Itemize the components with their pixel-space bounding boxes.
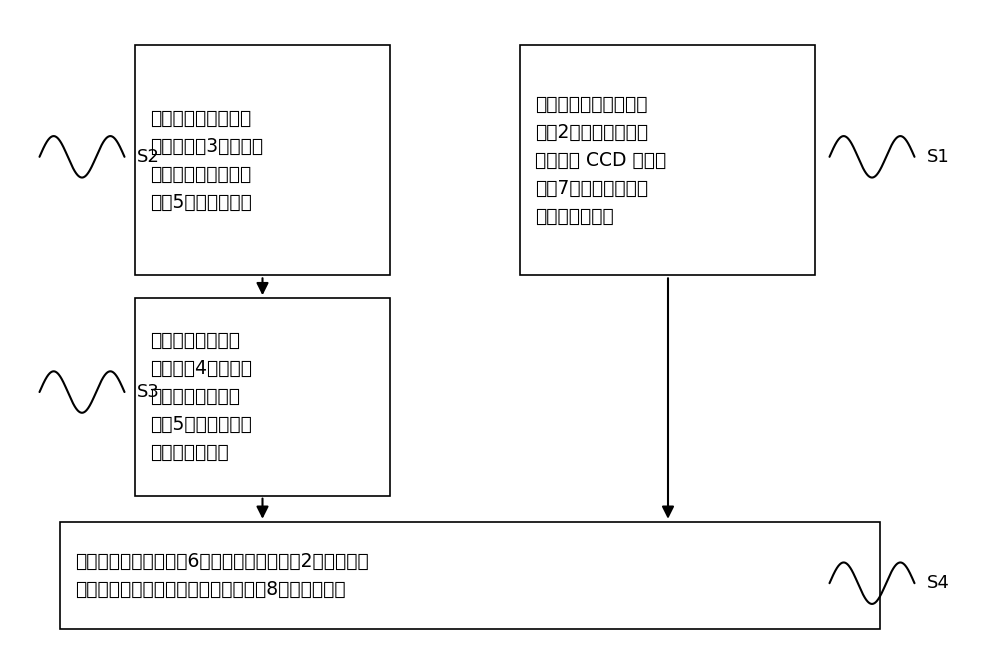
Text: S4: S4 — [926, 574, 949, 592]
Text: 组装落料：压装装置（6）将碳晶供料装置（2）中的碳晶
组装到安装架中，而后落入落料装置（8）进行落料。: 组装落料：压装装置（6）将碳晶供料装置（2）中的碳晶 组装到安装架中，而后落入落… — [75, 551, 369, 599]
Text: 安装架供料：安装架
供料装置（3）将安装
架运送到移动治具装
置（5）实现供料。: 安装架供料：安装架 供料装置（3）将安装 架运送到移动治具装 置（5）实现供料。 — [150, 109, 263, 212]
Bar — [135, 298, 390, 496]
Text: 碳晶供料：碳晶供料装
置（2）将碳晶实现供
料，经过 CCD 探测装
置（7）检测外貌后输
送到组装工位。: 碳晶供料：碳晶供料装 置（2）将碳晶实现供 料，经过 CCD 探测装 置（7）检… — [535, 95, 666, 226]
Bar — [520, 45, 815, 275]
Text: S3: S3 — [136, 383, 159, 401]
Text: 弹簧供料：弹簧供
料装置（4）将弹簧
输送到移动治具装
置（5）中的安装架
中，实现供料。: 弹簧供料：弹簧供 料装置（4）将弹簧 输送到移动治具装 置（5）中的安装架 中，… — [150, 331, 252, 463]
Text: S2: S2 — [136, 148, 159, 166]
Text: S1: S1 — [926, 148, 949, 166]
Bar — [60, 522, 880, 629]
Bar — [135, 45, 390, 275]
